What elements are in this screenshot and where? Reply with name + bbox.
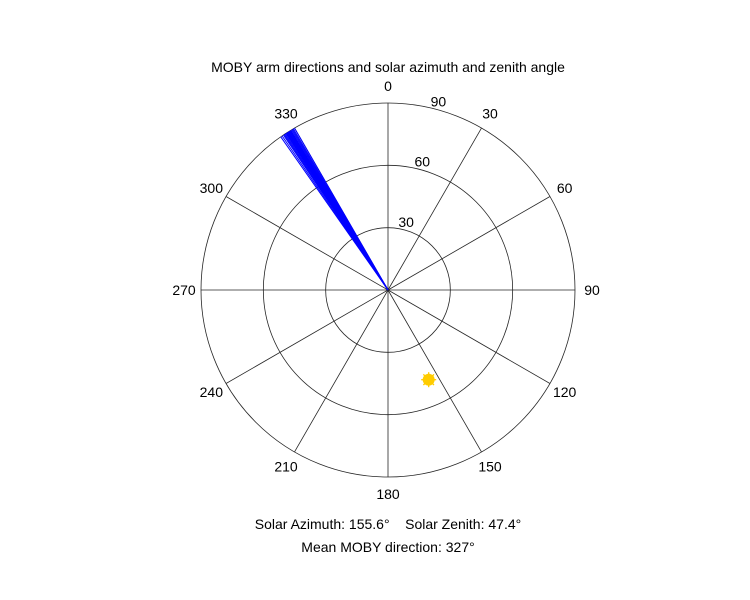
grid-spoke-240 <box>225 289 389 384</box>
theta-tick-150: 150 <box>478 459 502 475</box>
grid-spoke-300 <box>225 196 389 291</box>
theta-tick-180: 180 <box>376 486 400 502</box>
chart-title: MOBY arm directions and solar azimuth an… <box>211 59 565 75</box>
mean-direction-annotation: Mean MOBY direction: 327° <box>301 539 475 555</box>
r-tick-labels: 30 60 90 <box>398 93 446 229</box>
theta-tick-210: 210 <box>274 459 298 475</box>
polar-grid <box>200 102 576 478</box>
grid-spoke-30 <box>387 127 482 291</box>
grid-spoke-60 <box>387 196 551 291</box>
theta-tick-270: 270 <box>172 282 196 298</box>
theta-tick-300: 300 <box>200 180 224 196</box>
solar-angles-annotation: Solar Azimuth: 155.6° Solar Zenith: 47.4… <box>254 516 522 532</box>
sun-icon <box>421 372 437 388</box>
r-tick-30: 30 <box>398 214 414 230</box>
theta-tick-240: 240 <box>200 384 224 400</box>
grid-spoke-120 <box>387 289 551 384</box>
theta-tick-90: 90 <box>584 282 600 298</box>
theta-tick-30: 30 <box>482 105 498 121</box>
solar-position <box>421 372 437 388</box>
r-tick-60: 60 <box>414 154 430 170</box>
r-tick-90: 90 <box>431 93 447 109</box>
theta-tick-60: 60 <box>557 180 573 196</box>
theta-tick-120: 120 <box>553 384 577 400</box>
theta-tick-0: 0 <box>384 78 392 94</box>
moby-arm-directions <box>280 127 389 291</box>
theta-tick-330: 330 <box>274 105 298 121</box>
grid-spoke-150 <box>387 289 482 453</box>
sun-disc <box>422 373 435 386</box>
theta-tick-labels: 0 30 60 90 120 150 180 210 240 270 300 330 <box>172 78 600 502</box>
grid-spoke-210 <box>294 289 389 453</box>
moby-arm-line-18 <box>294 127 389 291</box>
